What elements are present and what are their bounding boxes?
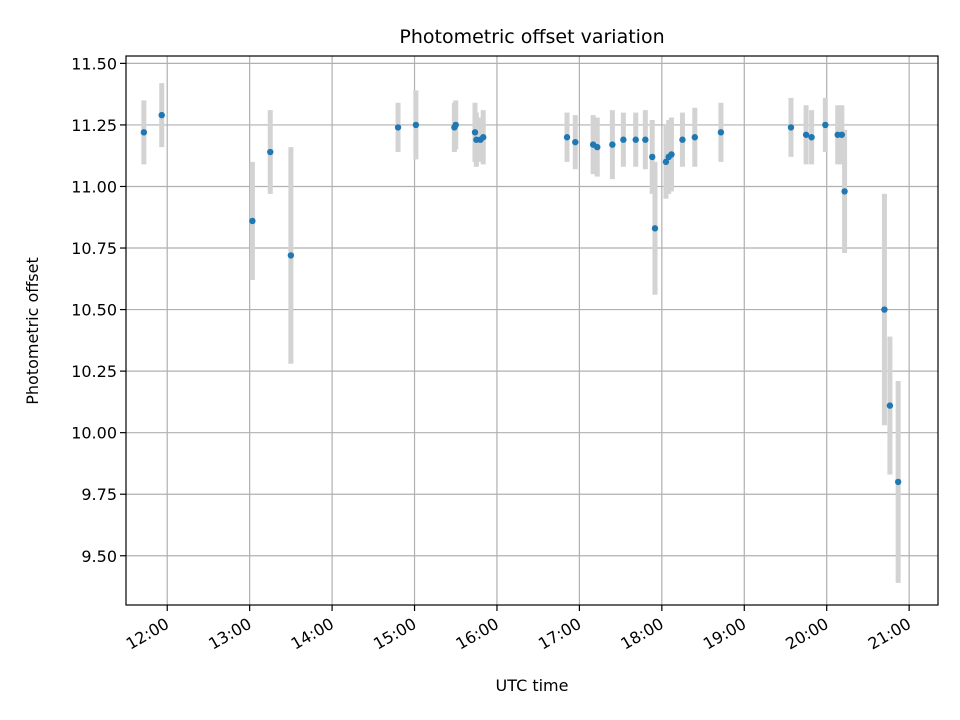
data-point <box>668 151 675 158</box>
data-points <box>140 111 902 486</box>
data-point <box>249 217 256 225</box>
y-tick-label: 10.25 <box>71 362 117 381</box>
data-point <box>620 136 627 143</box>
chart-title: Photometric offset variation <box>399 26 664 48</box>
y-tick-label: 9.50 <box>81 547 117 566</box>
data-point <box>394 124 402 131</box>
y-tick-label: 10.50 <box>71 301 117 320</box>
data-point <box>594 143 601 151</box>
y-tick-label: 9.75 <box>81 485 117 504</box>
data-point <box>158 111 165 119</box>
data-point <box>886 402 894 409</box>
plot-frame <box>125 55 939 606</box>
y-tick-label: 11.50 <box>71 54 117 73</box>
data-point <box>662 158 670 166</box>
data-point <box>452 121 459 129</box>
data-point <box>787 124 795 131</box>
data-point <box>563 134 571 141</box>
data-point <box>841 188 848 195</box>
y-axis: 9.50 9.75 10.00 10.25 10.50 10.75 11.00 11.25 11… <box>71 54 126 566</box>
data-point <box>609 141 616 148</box>
data-point <box>267 148 274 156</box>
data-point <box>572 138 579 146</box>
data-point <box>651 225 659 232</box>
y-axis-label: Photometric offset <box>23 257 42 405</box>
y-tick-label: 11.25 <box>71 116 117 135</box>
data-point <box>140 129 148 136</box>
y-tick-label: 11.00 <box>71 177 117 196</box>
y-tick-label: 10.75 <box>71 239 117 258</box>
data-point <box>632 136 639 143</box>
data-point <box>287 252 295 259</box>
data-point <box>717 129 725 136</box>
data-point <box>838 131 846 138</box>
data-point <box>802 131 810 138</box>
data-point <box>881 306 888 313</box>
data-point <box>679 136 686 143</box>
data-point <box>480 134 487 141</box>
data-point <box>822 121 829 129</box>
data-point <box>471 129 479 136</box>
y-tick-label: 10.00 <box>71 424 117 443</box>
data-point <box>691 134 699 141</box>
data-point <box>412 121 420 129</box>
x-axis-label: UTC time <box>496 676 569 695</box>
data-point <box>808 134 815 141</box>
data-point <box>649 153 656 161</box>
data-point <box>642 136 649 143</box>
data-point <box>894 478 902 486</box>
